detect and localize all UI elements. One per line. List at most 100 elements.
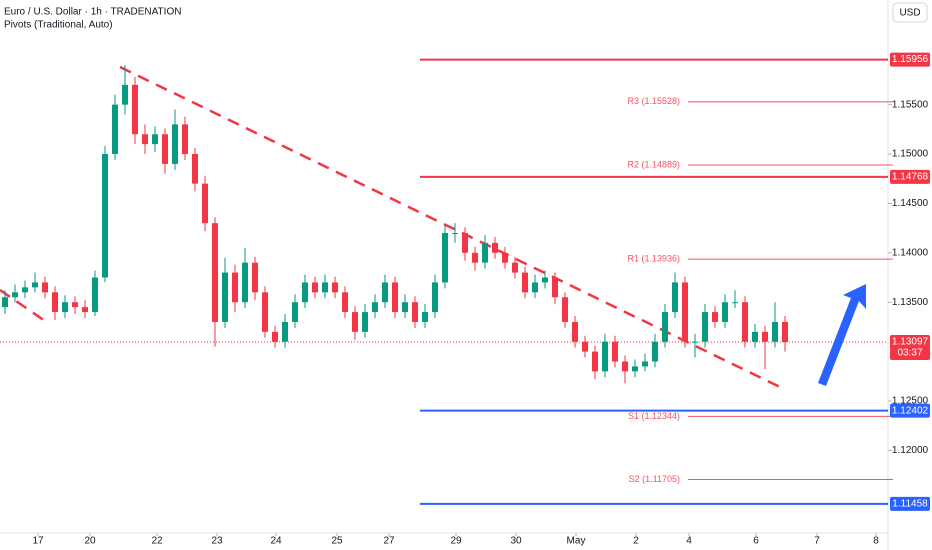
candle-body bbox=[622, 361, 628, 372]
candle-body bbox=[672, 282, 678, 313]
candle-body bbox=[612, 341, 618, 362]
y-tick-label: 1.15000 bbox=[892, 149, 929, 160]
candle-body bbox=[472, 252, 478, 263]
x-tick-label: 6 bbox=[753, 536, 759, 547]
candle-body bbox=[112, 104, 118, 155]
candle-body bbox=[242, 262, 248, 303]
candle-body bbox=[362, 312, 368, 332]
pivot-label: S2 (1.11705) bbox=[629, 474, 680, 484]
candle-body bbox=[172, 124, 178, 164]
candle-body bbox=[642, 361, 648, 367]
candle-body bbox=[152, 134, 158, 145]
key-level-box bbox=[890, 403, 930, 418]
candle-body bbox=[22, 287, 28, 293]
x-tick-label: 4 bbox=[686, 536, 692, 547]
candle-body bbox=[212, 223, 218, 322]
arrow bbox=[818, 284, 866, 386]
candle-body bbox=[762, 331, 768, 342]
candle-body bbox=[702, 312, 708, 342]
x-tick-label: 8 bbox=[873, 536, 879, 547]
candle-body bbox=[102, 154, 108, 278]
candle-body bbox=[272, 331, 278, 342]
candle-body bbox=[2, 297, 8, 308]
candle-body bbox=[492, 242, 498, 253]
candle-body bbox=[402, 302, 408, 313]
x-tick-label: 29 bbox=[450, 536, 462, 547]
chart-subtitle: Pivots (Traditional, Auto) bbox=[4, 20, 113, 31]
candle-body bbox=[722, 302, 728, 322]
candle-body bbox=[232, 272, 238, 303]
candle-body bbox=[462, 233, 468, 253]
y-tick-label: 1.14500 bbox=[892, 198, 929, 209]
y-tick-label: 1.12000 bbox=[892, 445, 929, 456]
candle-body bbox=[682, 282, 688, 342]
x-tick-label: 2 bbox=[633, 536, 639, 547]
candle-body bbox=[162, 134, 168, 164]
candle-body bbox=[302, 282, 308, 303]
candle-body bbox=[602, 341, 608, 372]
chart-title: Euro / U.S. Dollar · 1h · TRADENATION bbox=[4, 7, 181, 18]
pivot-label: S1 (1.12344) bbox=[628, 411, 680, 421]
candle-body bbox=[662, 312, 668, 342]
candle-body bbox=[222, 272, 228, 322]
candle-body bbox=[532, 282, 538, 293]
candle-body bbox=[522, 272, 528, 293]
candle-body bbox=[52, 292, 58, 313]
candle-body bbox=[332, 282, 338, 293]
pivot-label: R3 (1.15528) bbox=[627, 96, 680, 106]
candle-body bbox=[782, 321, 788, 343]
key-level-box bbox=[890, 52, 930, 67]
candle-body bbox=[262, 292, 268, 332]
candle-body bbox=[752, 331, 758, 342]
candle-body bbox=[12, 292, 18, 298]
candle-body bbox=[582, 341, 588, 352]
candle-body bbox=[502, 252, 508, 263]
candle-body bbox=[92, 277, 98, 313]
candle-body bbox=[72, 302, 78, 308]
candle-body bbox=[192, 154, 198, 184]
x-tick-label: 23 bbox=[211, 536, 223, 547]
candle-body bbox=[442, 233, 448, 283]
candle-body bbox=[312, 282, 318, 293]
x-tick-label: 17 bbox=[32, 536, 44, 547]
candle-body bbox=[692, 341, 698, 343]
candle-body bbox=[322, 282, 328, 293]
pivot-label: R2 (1.14889) bbox=[627, 159, 680, 169]
x-tick-label: 20 bbox=[84, 536, 96, 547]
x-tick-label: 24 bbox=[270, 536, 282, 547]
key-level-box bbox=[890, 169, 930, 184]
candle-body bbox=[512, 262, 518, 273]
candle-body bbox=[772, 321, 778, 342]
candle-body bbox=[392, 282, 398, 313]
key-level-label: 1.14768 bbox=[892, 172, 929, 183]
candle-body bbox=[562, 297, 568, 322]
candle-body bbox=[712, 312, 718, 322]
x-tick-label: 30 bbox=[510, 536, 522, 547]
candle-body bbox=[382, 282, 388, 303]
candle-body bbox=[452, 233, 458, 235]
candle-body bbox=[252, 262, 258, 293]
candle-body bbox=[482, 242, 488, 263]
candle-body bbox=[432, 282, 438, 313]
candle-body bbox=[372, 302, 378, 313]
x-tick-label: May bbox=[567, 536, 586, 547]
candle-body bbox=[62, 302, 68, 313]
candle-body bbox=[132, 84, 138, 135]
currency-button[interactable] bbox=[892, 2, 928, 23]
y-tick-label: 1.14000 bbox=[892, 247, 929, 258]
candle-body bbox=[552, 277, 558, 298]
candle-body bbox=[202, 183, 208, 224]
currency-label: USD bbox=[899, 8, 920, 19]
countdown-label: 03:37 bbox=[897, 348, 922, 359]
candle-body bbox=[632, 366, 638, 372]
candle-body bbox=[412, 302, 418, 322]
key-level-label: 1.11458 bbox=[892, 499, 928, 510]
y-tick-label: 1.15500 bbox=[892, 99, 929, 110]
candle-body bbox=[732, 302, 738, 304]
key-level-label: 1.12402 bbox=[892, 405, 929, 416]
candle-body bbox=[282, 321, 288, 342]
candle-body bbox=[342, 292, 348, 313]
key-level-box bbox=[890, 496, 930, 511]
